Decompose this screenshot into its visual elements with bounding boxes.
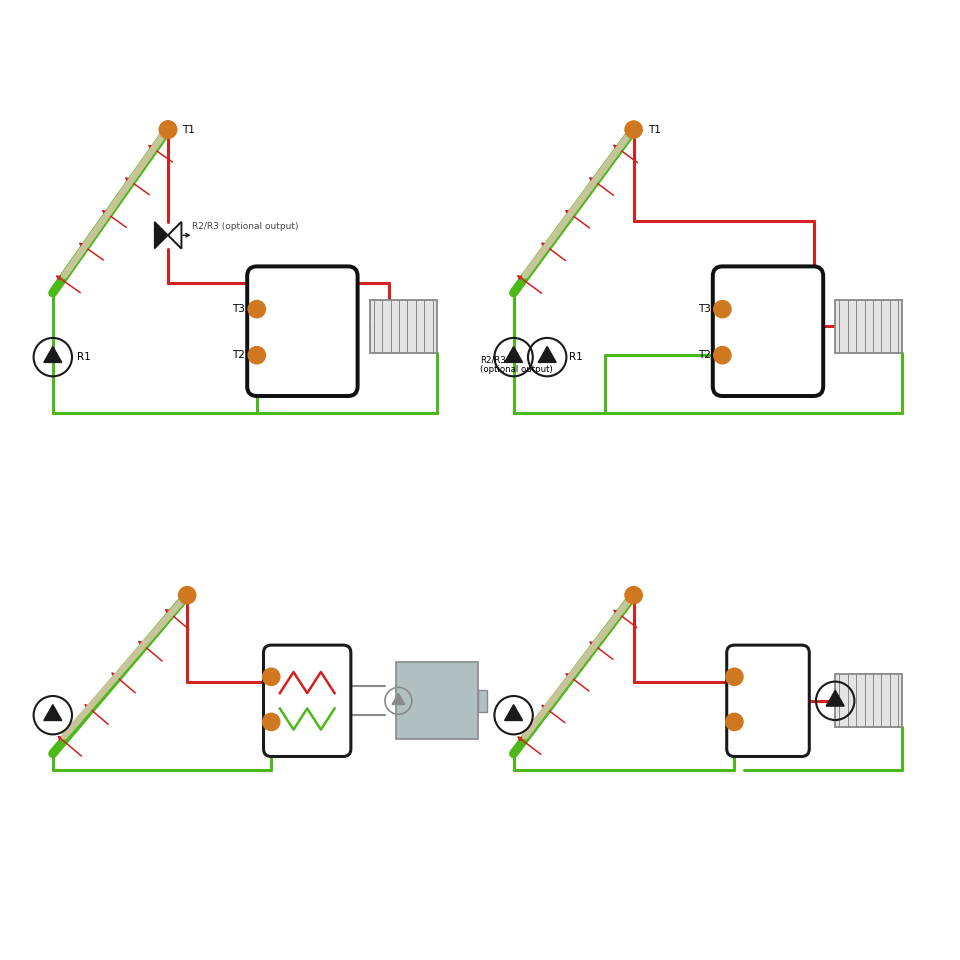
Circle shape [248,347,265,364]
Circle shape [714,300,732,318]
Circle shape [159,121,177,138]
Polygon shape [392,693,405,705]
Polygon shape [505,347,522,362]
Circle shape [159,121,177,138]
Circle shape [625,587,642,604]
Circle shape [714,347,732,364]
Text: R1: R1 [77,352,90,362]
Circle shape [263,713,280,731]
Text: T1: T1 [648,125,660,134]
Text: T3: T3 [698,304,710,314]
FancyBboxPatch shape [727,645,809,756]
Text: T2: T2 [698,350,710,360]
FancyBboxPatch shape [712,266,824,396]
FancyBboxPatch shape [263,645,351,756]
Polygon shape [44,705,61,720]
Bar [396,662,478,739]
FancyBboxPatch shape [248,266,357,396]
Text: R2/R3
(optional output): R2/R3 (optional output) [480,355,553,374]
Text: T3: T3 [232,304,246,314]
Circle shape [726,713,743,731]
Circle shape [248,300,265,318]
Text: T2: T2 [232,350,246,360]
Polygon shape [44,347,61,362]
Polygon shape [155,222,168,249]
Bar [370,300,437,352]
Circle shape [625,121,642,138]
Bar [478,690,488,711]
Circle shape [726,668,743,685]
Text: R2/R3 (optional output): R2/R3 (optional output) [192,222,299,231]
Polygon shape [827,690,844,707]
Circle shape [179,587,196,604]
Bar [835,300,902,352]
Text: T1: T1 [182,125,195,134]
Polygon shape [539,347,556,362]
Circle shape [263,668,280,685]
Bar [835,674,902,728]
Polygon shape [505,705,522,720]
Text: R1: R1 [569,352,583,362]
